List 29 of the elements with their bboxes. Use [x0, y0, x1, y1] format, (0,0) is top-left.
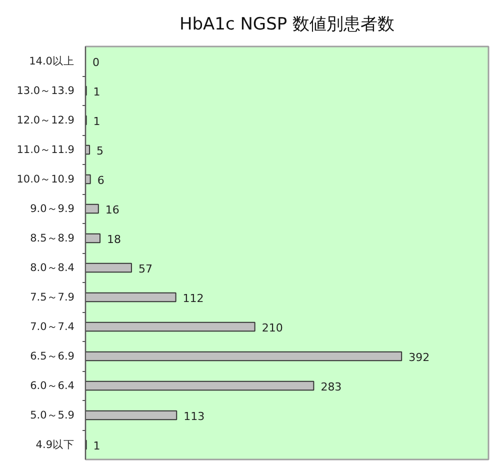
data-label: 283 — [320, 380, 342, 394]
y-tick-label: 7.5～7.9 — [30, 291, 75, 304]
y-tick-label: 4.9以下 — [36, 438, 75, 451]
chart-title: HbA1c NGSP 数値別患者数 — [179, 14, 395, 34]
data-label: 16 — [105, 203, 120, 216]
y-tick-label: 7.0～7.4 — [30, 320, 75, 333]
y-tick-label: 8.0～8.4 — [30, 262, 75, 274]
data-label: 210 — [262, 321, 283, 334]
y-tick-label: 9.0～9.9 — [30, 202, 75, 215]
y-tick-label: 10.0～10.9 — [16, 173, 75, 186]
y-tick-label: 14.0以上 — [29, 54, 75, 68]
data-label: 0 — [92, 56, 100, 69]
y-tick-label: 6.0～6.4 — [30, 380, 75, 392]
data-label: 6 — [97, 174, 104, 187]
data-label: 112 — [182, 292, 204, 305]
y-tick-label: 12.0～12.9 — [16, 114, 75, 126]
data-label: 113 — [184, 410, 205, 423]
y-tick-label: 13.0～13.9 — [16, 84, 75, 97]
data-label: 1 — [93, 85, 100, 98]
y-tick-label: 8.5～8.9 — [30, 232, 75, 244]
data-label: 1 — [93, 439, 100, 452]
data-label: 1 — [93, 114, 100, 128]
y-tick-label: 11.0～11.9 — [16, 144, 75, 156]
data-label: 5 — [96, 144, 104, 158]
y-tick-label: 6.5～6.9 — [30, 350, 75, 362]
data-label: 57 — [138, 262, 152, 276]
data-label: 18 — [107, 232, 122, 246]
y-tick-label: 5.0～5.9 — [30, 409, 75, 422]
data-label: 392 — [408, 350, 430, 364]
